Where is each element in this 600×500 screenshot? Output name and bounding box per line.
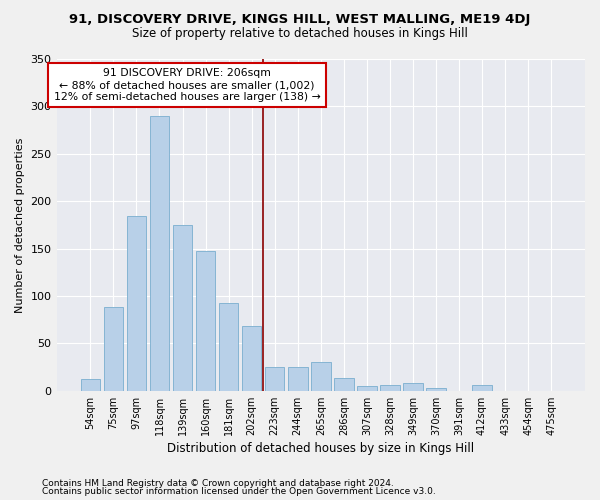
Bar <box>357 386 377 391</box>
Text: 91 DISCOVERY DRIVE: 206sqm
← 88% of detached houses are smaller (1,002)
12% of s: 91 DISCOVERY DRIVE: 206sqm ← 88% of deta… <box>54 68 320 102</box>
X-axis label: Distribution of detached houses by size in Kings Hill: Distribution of detached houses by size … <box>167 442 475 455</box>
Text: Contains HM Land Registry data © Crown copyright and database right 2024.: Contains HM Land Registry data © Crown c… <box>42 478 394 488</box>
Bar <box>127 216 146 391</box>
Bar <box>311 362 331 391</box>
Bar <box>380 385 400 391</box>
Bar <box>173 225 193 391</box>
Text: Contains public sector information licensed under the Open Government Licence v3: Contains public sector information licen… <box>42 487 436 496</box>
Y-axis label: Number of detached properties: Number of detached properties <box>15 137 25 312</box>
Bar <box>288 367 308 391</box>
Bar <box>196 250 215 391</box>
Bar <box>426 388 446 391</box>
Text: 91, DISCOVERY DRIVE, KINGS HILL, WEST MALLING, ME19 4DJ: 91, DISCOVERY DRIVE, KINGS HILL, WEST MA… <box>70 12 530 26</box>
Bar <box>472 385 492 391</box>
Bar <box>242 326 262 391</box>
Bar <box>104 308 123 391</box>
Bar <box>334 378 353 391</box>
Bar <box>80 380 100 391</box>
Bar <box>149 116 169 391</box>
Bar <box>265 367 284 391</box>
Bar <box>403 383 423 391</box>
Text: Size of property relative to detached houses in Kings Hill: Size of property relative to detached ho… <box>132 28 468 40</box>
Bar <box>219 302 238 391</box>
